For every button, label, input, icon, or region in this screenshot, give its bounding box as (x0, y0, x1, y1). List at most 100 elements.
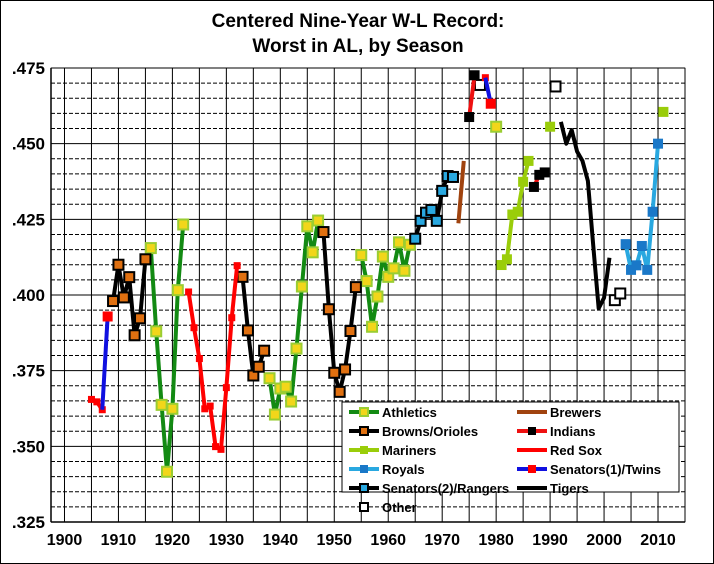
data-point (501, 254, 512, 265)
legend-label: Browns/Orioles (382, 424, 478, 439)
data-point (333, 385, 346, 398)
data-point (322, 303, 335, 316)
y-tick-label: .350 (12, 437, 45, 456)
data-point (295, 280, 308, 293)
data-point (185, 288, 193, 296)
data-point (241, 324, 254, 337)
legend-label: Athletics (382, 405, 437, 420)
data-point (393, 236, 406, 249)
data-point (339, 363, 352, 376)
legend-label: Mariners (382, 443, 436, 458)
data-point (545, 121, 556, 132)
legend-item: Mariners (349, 443, 436, 458)
legend-marker (528, 427, 536, 435)
series-line (100, 316, 110, 410)
data-point (642, 264, 653, 275)
data-point (144, 242, 157, 255)
data-point (317, 226, 330, 239)
data-point (636, 240, 647, 251)
series-tigers (558, 121, 612, 311)
legend-label: Senators(1)/Twins (550, 462, 661, 477)
legend-marker (360, 446, 368, 454)
data-point (549, 80, 562, 93)
data-point (328, 366, 341, 379)
x-tick-label: 2010 (640, 532, 676, 549)
series-indians (464, 70, 550, 192)
data-point (155, 398, 168, 411)
legend-label: Royals (382, 462, 425, 477)
data-point (107, 295, 120, 308)
data-point (409, 232, 422, 245)
legend-label: Red Sox (550, 443, 603, 458)
data-point (87, 395, 95, 403)
x-tick-label: 1920 (155, 532, 191, 549)
series-line (558, 121, 612, 311)
legend-marker (359, 483, 369, 493)
legend: Athletics Browns/Orioles Mariners Royals Sen… (341, 401, 680, 515)
data-point (647, 206, 658, 217)
legend-item: Indians (517, 424, 596, 439)
data-point (464, 112, 475, 123)
data-point (523, 155, 534, 166)
x-tick-label: 1900 (47, 532, 83, 549)
legend-label: Indians (550, 424, 596, 439)
data-point (485, 98, 496, 109)
data-point (93, 398, 101, 406)
data-point (117, 291, 130, 304)
legend-label: Tigers (550, 481, 589, 496)
data-point (446, 170, 459, 183)
x-tick-label: 1970 (424, 532, 460, 549)
legend-item: Senators(2)/Rangers (349, 481, 509, 496)
y-tick-label: .425 (12, 210, 45, 229)
data-point (228, 314, 236, 322)
series-line (456, 160, 466, 224)
legend-marker (359, 426, 369, 436)
legend-box (341, 401, 680, 493)
data-point (349, 281, 362, 294)
series-mariners (496, 106, 669, 271)
data-point (236, 270, 249, 283)
chart-title-line-2: Worst in AL, by Season (252, 36, 464, 57)
data-point (217, 445, 225, 453)
data-point (360, 275, 373, 288)
data-point (102, 311, 113, 322)
legend-label: Senators(2)/Rangers (382, 481, 509, 496)
data-point (626, 264, 637, 275)
y-tick-label: .375 (12, 362, 45, 381)
data-point (177, 218, 190, 231)
series-line (359, 240, 412, 329)
data-point (512, 206, 523, 217)
data-point (539, 167, 550, 178)
data-point (507, 209, 518, 220)
data-point (268, 408, 281, 421)
data-point (631, 260, 642, 271)
series-athletics (144, 120, 503, 478)
data-point (258, 344, 271, 357)
data-point (150, 325, 163, 338)
data-point (201, 405, 209, 413)
legend-marker (359, 407, 369, 417)
data-point (528, 181, 539, 192)
y-tick-label: .325 (12, 513, 45, 532)
data-point (496, 260, 507, 271)
data-point (171, 284, 184, 297)
data-point (658, 106, 669, 117)
data-point (112, 258, 125, 271)
data-point (222, 384, 230, 392)
x-tick-label: 1990 (532, 532, 568, 549)
data-point (161, 465, 174, 478)
data-point (206, 402, 214, 410)
legend-item: Browns/Orioles (349, 424, 478, 439)
data-point (469, 70, 480, 81)
data-point (371, 290, 384, 303)
legend-item: Tigers (517, 481, 589, 496)
data-point (195, 355, 203, 363)
chart-title-line-1: Centered Nine-Year W-L Record: (211, 11, 505, 32)
data-point (252, 360, 265, 373)
data-point (279, 380, 292, 393)
data-point (387, 262, 400, 275)
data-point (473, 78, 486, 91)
data-point (653, 138, 664, 149)
data-point (366, 320, 379, 333)
data-point (312, 214, 325, 227)
